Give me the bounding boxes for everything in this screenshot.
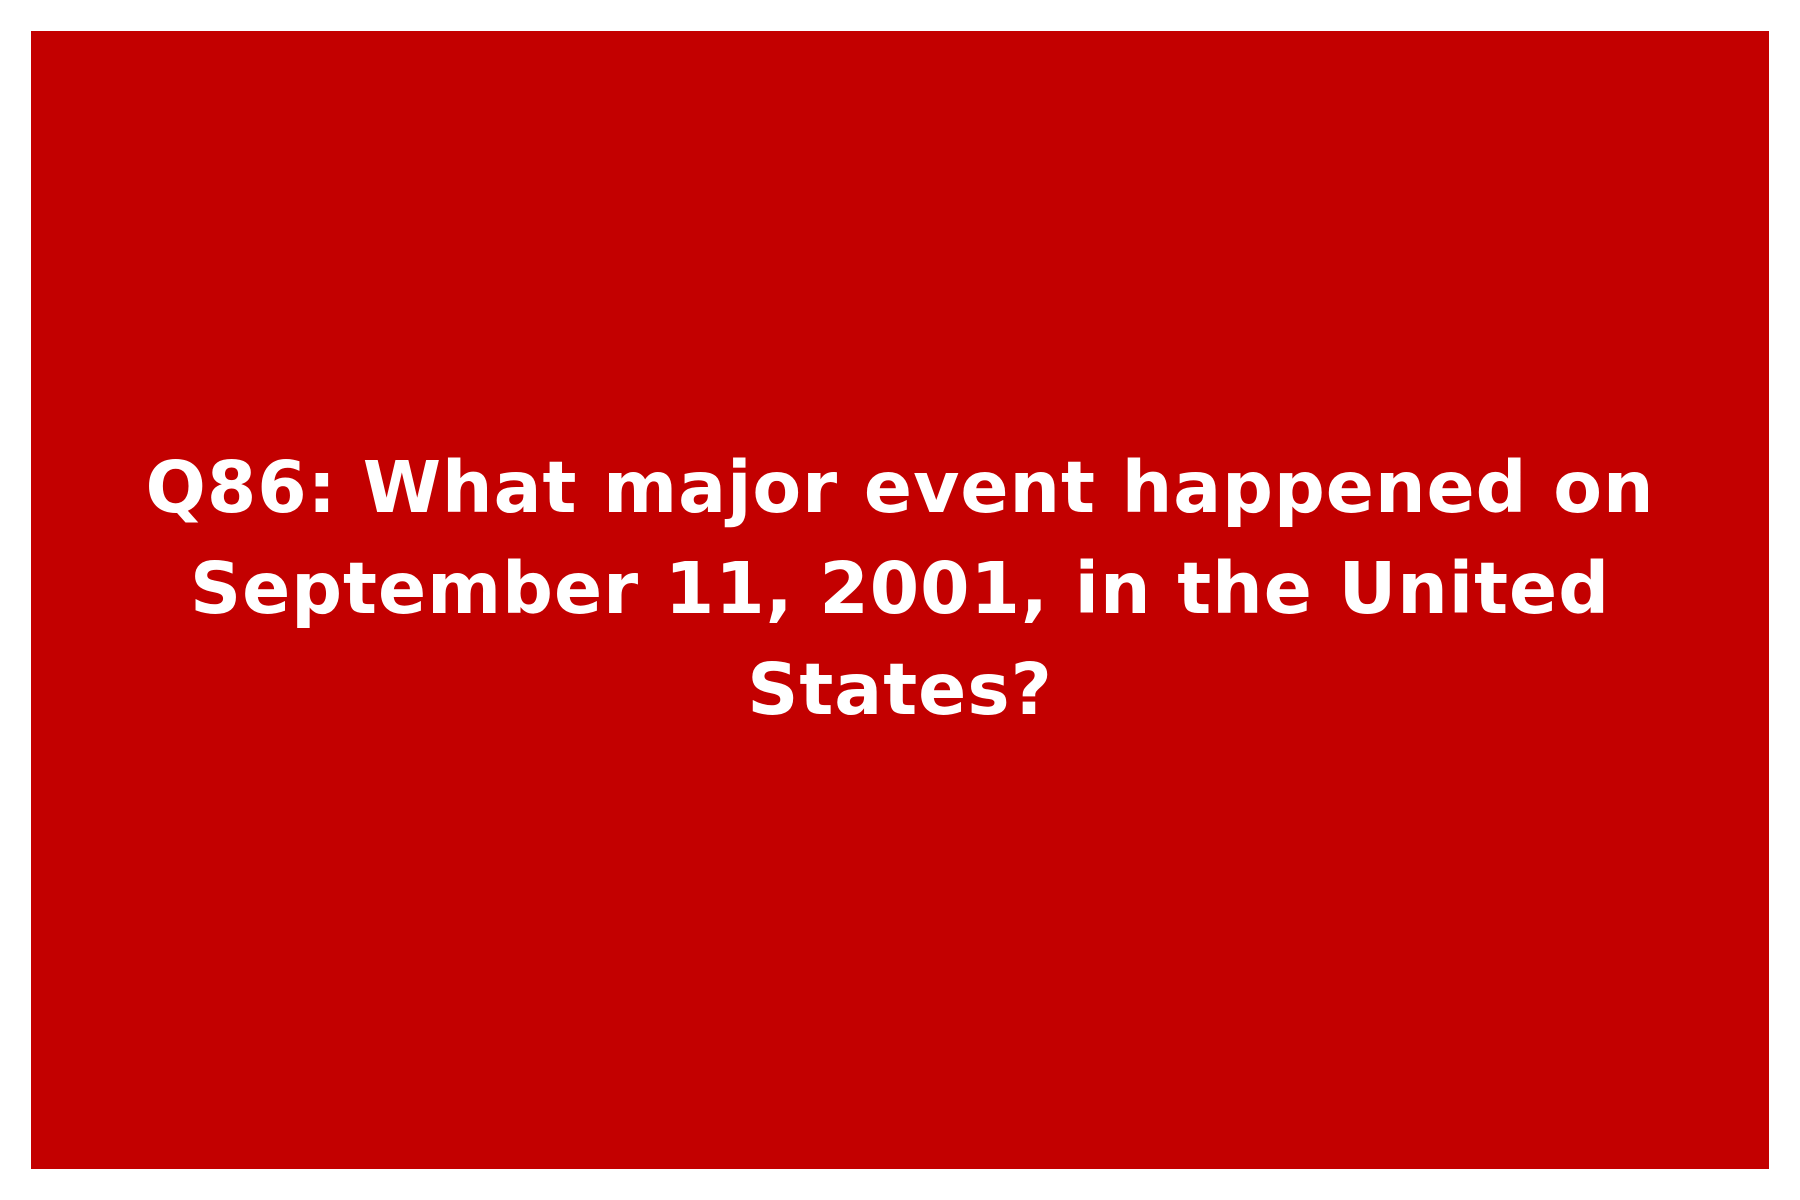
question-card: Q86: What major event happened on Septem… [31, 31, 1769, 1169]
question-text: Q86: What major event happened on Septem… [120, 437, 1680, 740]
